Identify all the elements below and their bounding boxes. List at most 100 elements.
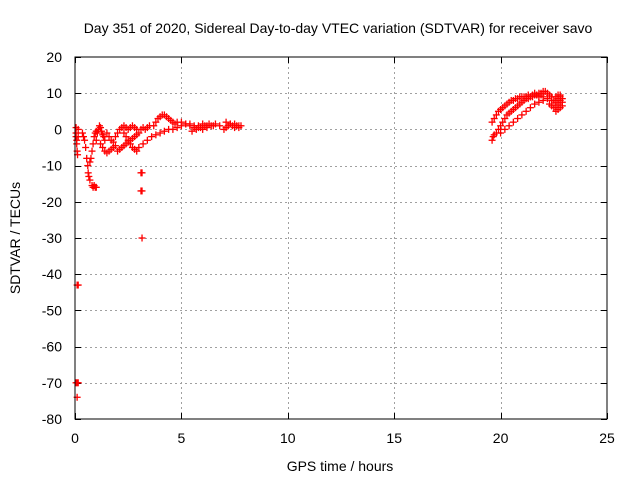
data-point [526,104,534,112]
data-point [92,183,100,191]
data-point [120,129,128,137]
data-point [74,125,82,133]
x-tick-labels: 0 5 10 15 20 25 [71,430,615,446]
data-point [531,100,539,108]
data-point [111,142,119,150]
data-point [90,133,98,141]
data-point [186,122,194,130]
data-point [201,122,209,130]
data-point [509,118,517,126]
data-point [93,129,101,137]
data-point [499,118,507,126]
data-point [99,144,107,151]
data-point [222,118,230,126]
data-point [150,122,158,130]
data-point [82,144,90,151]
data-point [89,140,97,148]
data-point [143,136,151,144]
data-points [72,87,566,401]
y-tick-label: -30 [42,230,62,246]
data-point [197,124,205,132]
data-point [152,118,160,126]
data-point [85,172,93,180]
data-point [535,98,543,106]
data-point [152,131,160,139]
y-tick-label: 10 [46,85,62,101]
data-point [86,158,94,166]
y-tick-label: -20 [42,194,62,210]
data-point [160,127,168,135]
data-point [550,96,558,104]
data-point [74,281,82,289]
data-point [209,122,217,130]
data-point [78,129,86,137]
data-point [501,125,509,133]
y-tick-labels: -80 -70 -60 -50 -40 -30 -20 -10 0 10 20 [42,49,62,427]
data-point [543,95,551,103]
data-point [74,379,82,387]
x-tick-label: 5 [178,430,186,446]
data-point [235,122,243,130]
data-point [490,115,498,123]
data-point [98,127,106,135]
data-point [88,147,96,155]
data-point [84,162,92,170]
data-point [518,111,526,119]
data-point [488,136,496,144]
data-point [135,129,143,137]
data-point [135,144,143,151]
x-tick-label: 25 [599,430,615,446]
data-point [522,107,530,115]
data-point [86,176,94,184]
data-point [182,120,190,128]
x-tick-label: 10 [280,430,296,446]
data-point [177,118,185,126]
data-point [111,133,119,141]
data-point [188,127,196,135]
data-point [488,118,496,126]
data-point [92,136,100,144]
plot-frame [74,56,608,420]
data-point [205,120,213,128]
data-point [124,136,132,144]
data-point [81,136,89,144]
data-point [231,120,239,128]
data-point [169,125,177,133]
data-point [148,133,156,141]
data-point [156,129,164,137]
y-tick-label: -40 [42,266,62,282]
y-tick-label: -70 [42,375,62,391]
data-point [501,115,509,123]
data-point [103,129,111,137]
data-point [101,136,109,144]
data-point [539,96,547,104]
data-point [497,122,505,130]
y-tick-label: -10 [42,158,62,174]
data-point [87,154,95,162]
data-point [114,129,122,137]
data-point [556,91,564,99]
x-tick-label: 20 [493,430,509,446]
data-point [558,95,566,103]
data-point [97,124,105,132]
grid-lines [75,57,607,419]
data-point [133,147,141,155]
y-tick-label: -80 [42,411,62,427]
data-point [109,138,117,146]
data-point [139,140,147,148]
x-axis-title: GPS time / hours [287,458,394,474]
y-axis-title: SDTVAR / TECUs [7,182,23,294]
data-point [122,133,130,141]
chart-title: Day 351 of 2020, Sidereal Day-to-day VTE… [84,20,593,36]
data-point [73,140,81,148]
y-tick-label: -60 [42,339,62,355]
data-point [494,125,502,133]
data-point [192,125,200,133]
data-point [97,140,105,148]
data-point [138,234,146,242]
y-tick-label: 20 [46,49,62,65]
data-point [216,122,224,130]
x-tick-label: 0 [71,430,79,446]
y-tick-label: -50 [42,302,62,318]
